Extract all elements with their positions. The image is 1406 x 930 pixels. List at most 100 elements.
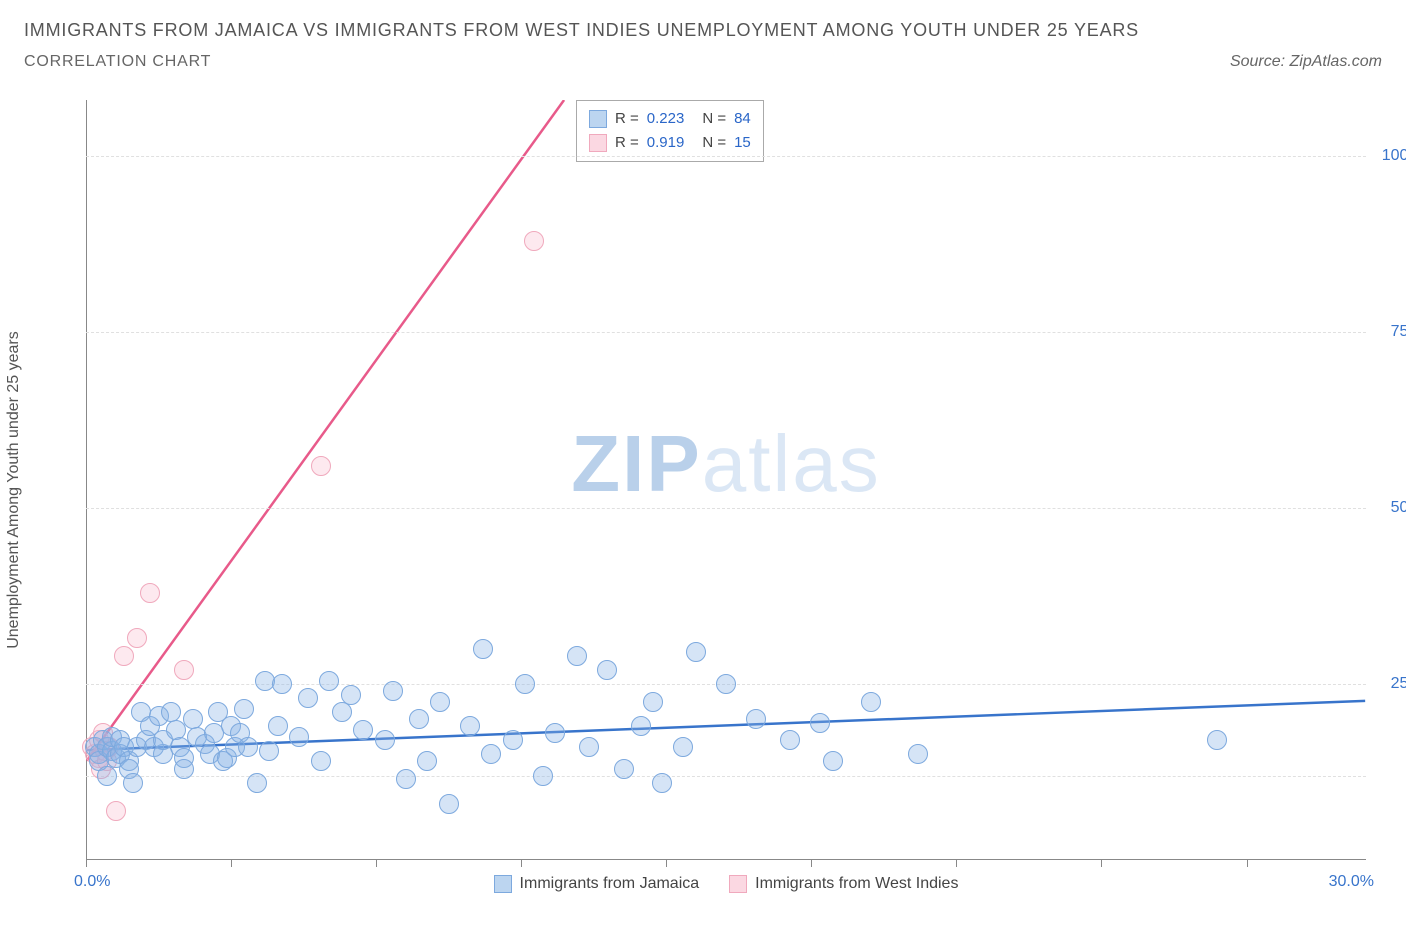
x-tick: [1247, 859, 1248, 867]
series-legend: Immigrants from Jamaica Immigrants from …: [86, 875, 1366, 893]
data-point: [460, 716, 480, 736]
data-point: [319, 671, 339, 691]
chart-header: IMMIGRANTS FROM JAMAICA VS IMMIGRANTS FR…: [0, 0, 1406, 79]
data-point: [238, 737, 258, 757]
trend-line: [87, 100, 564, 761]
legend-r-label: R =: [615, 107, 639, 131]
y-axis-label: Unemployment Among Youth under 25 years: [5, 331, 23, 649]
watermark: ZIPatlas: [571, 418, 880, 510]
data-point: [597, 660, 617, 680]
data-point: [332, 702, 352, 722]
data-point: [686, 642, 706, 662]
legend-n-label: N =: [702, 107, 726, 131]
legend-row-westindies: R = 0.919 N = 15: [589, 131, 751, 155]
data-point: [353, 720, 373, 740]
chart-title: IMMIGRANTS FROM JAMAICA VS IMMIGRANTS FR…: [24, 16, 1382, 45]
data-point: [503, 730, 523, 750]
data-point: [417, 751, 437, 771]
x-tick: [86, 859, 87, 867]
legend-n-val-1: 15: [734, 131, 751, 155]
y-tick-label: 25.0%: [1391, 675, 1406, 693]
data-point: [268, 716, 288, 736]
data-point: [409, 709, 429, 729]
x-tick: [376, 859, 377, 867]
legend-n-val-0: 84: [734, 107, 751, 131]
data-point: [810, 713, 830, 733]
legend-r-val-1: 0.919: [647, 131, 685, 155]
legend-row-jamaica: R = 0.223 N = 84: [589, 107, 751, 131]
data-point: [383, 681, 403, 701]
data-point: [247, 773, 267, 793]
x-tick: [666, 859, 667, 867]
subtitle-row: CORRELATION CHART Source: ZipAtlas.com: [24, 53, 1382, 71]
data-point: [439, 794, 459, 814]
legend-swatch-blue: [589, 110, 607, 128]
legend-item-westindies: Immigrants from West Indies: [729, 875, 958, 893]
data-point: [533, 766, 553, 786]
data-point: [341, 685, 361, 705]
data-point: [861, 692, 881, 712]
data-point: [289, 727, 309, 747]
data-point: [114, 646, 134, 666]
data-point: [545, 723, 565, 743]
data-point: [140, 583, 160, 603]
grid-line: [86, 776, 1366, 777]
data-point: [614, 759, 634, 779]
data-point: [481, 744, 501, 764]
x-tick: [231, 859, 232, 867]
correlation-legend: R = 0.223 N = 84 R = 0.919 N = 15: [576, 100, 764, 162]
grid-line: [86, 508, 1366, 509]
data-point: [174, 660, 194, 680]
data-point: [375, 730, 395, 750]
chart-container: Unemployment Among Youth under 25 years …: [58, 100, 1378, 880]
data-point: [127, 628, 147, 648]
data-point: [716, 674, 736, 694]
legend-swatch-blue: [494, 875, 512, 893]
data-point: [234, 699, 254, 719]
data-point: [673, 737, 693, 757]
y-tick-label: 100.0%: [1382, 147, 1406, 165]
data-point: [106, 801, 126, 821]
data-point: [631, 716, 651, 736]
data-point: [643, 692, 663, 712]
x-tick: [956, 859, 957, 867]
data-point: [515, 674, 535, 694]
data-point: [746, 709, 766, 729]
data-point: [473, 639, 493, 659]
y-tick-label: 50.0%: [1391, 499, 1406, 517]
data-point: [652, 773, 672, 793]
data-point: [123, 773, 143, 793]
legend-label: Immigrants from West Indies: [755, 875, 958, 893]
legend-n-label: N =: [702, 131, 726, 155]
grid-line: [86, 332, 1366, 333]
x-tick: [811, 859, 812, 867]
data-point: [272, 674, 292, 694]
legend-item-jamaica: Immigrants from Jamaica: [494, 875, 700, 893]
legend-swatch-pink: [589, 134, 607, 152]
data-point: [396, 769, 416, 789]
chart-subtitle: CORRELATION CHART: [24, 53, 211, 71]
legend-swatch-pink: [729, 875, 747, 893]
data-point: [311, 751, 331, 771]
legend-label: Immigrants from Jamaica: [520, 875, 700, 893]
data-point: [298, 688, 318, 708]
legend-r-label: R =: [615, 131, 639, 155]
data-point: [823, 751, 843, 771]
x-tick: [521, 859, 522, 867]
data-point: [1207, 730, 1227, 750]
data-point: [174, 759, 194, 779]
x-tick: [1101, 859, 1102, 867]
data-point: [259, 741, 279, 761]
legend-r-val-0: 0.223: [647, 107, 685, 131]
data-point: [430, 692, 450, 712]
plot-area: ZIPatlas R = 0.223 N = 84 R = 0.919 N = …: [86, 100, 1366, 860]
data-point: [311, 456, 331, 476]
data-point: [97, 766, 117, 786]
source-attribution: Source: ZipAtlas.com: [1230, 53, 1382, 71]
data-point: [908, 744, 928, 764]
data-point: [567, 646, 587, 666]
data-point: [579, 737, 599, 757]
grid-line: [86, 156, 1366, 157]
data-point: [780, 730, 800, 750]
y-tick-label: 75.0%: [1391, 323, 1406, 341]
